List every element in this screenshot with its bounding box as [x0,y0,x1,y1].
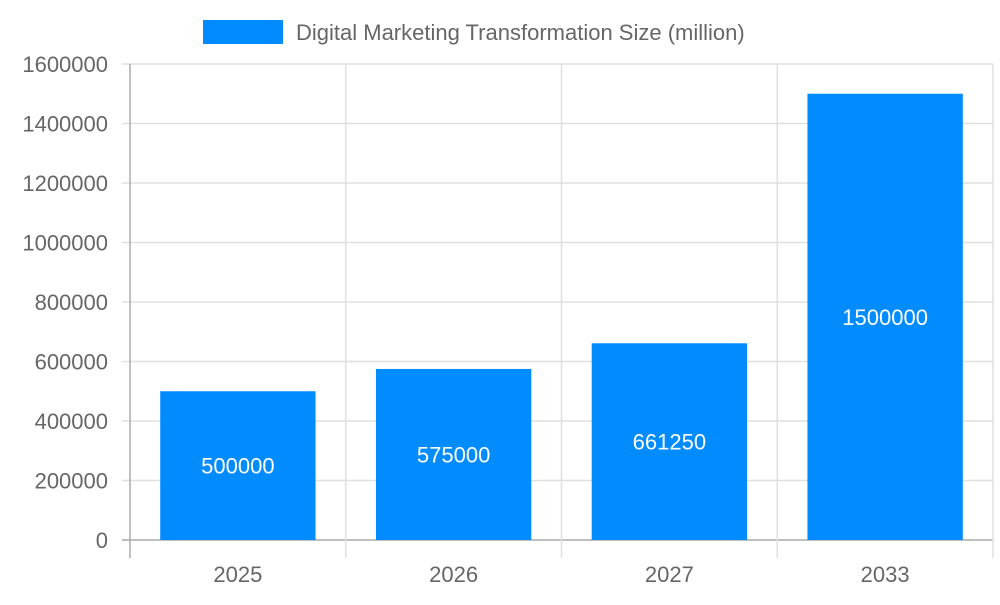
y-tick-label: 1000000 [22,231,108,256]
bar [807,93,963,540]
legend-label: Digital Marketing Transformation Size (m… [296,20,745,45]
data-label: 575000 [417,442,490,467]
y-tick-label: 1200000 [22,171,108,196]
legend-swatch [203,20,283,44]
y-tick-label: 0 [96,528,108,553]
axes: 0 200000 400000 600000 800000 1000000 1200000 1… [22,52,909,587]
x-tick-label: 2027 [645,562,694,587]
x-tick-label: 2025 [213,562,262,587]
y-tick-label: 800000 [35,290,108,315]
data-label: 1500000 [842,305,928,330]
bar [591,343,748,540]
y-tick-label: 200000 [35,469,108,494]
bar [375,368,532,540]
bar [160,391,316,540]
x-tick-label: 2033 [861,562,910,587]
data-label: 500000 [201,454,274,479]
y-tick-label: 1600000 [22,52,108,77]
y-tick-label: 600000 [35,350,108,375]
grid [122,63,994,558]
data-label: 661250 [633,430,706,455]
legend[interactable]: Digital Marketing Transformation Size (m… [203,20,745,45]
y-tick-label: 1400000 [22,112,108,137]
y-tick-label: 400000 [35,409,108,434]
x-tick-label: 2026 [429,562,478,587]
bars: 500000 575000 661250 1500000 [160,93,963,540]
